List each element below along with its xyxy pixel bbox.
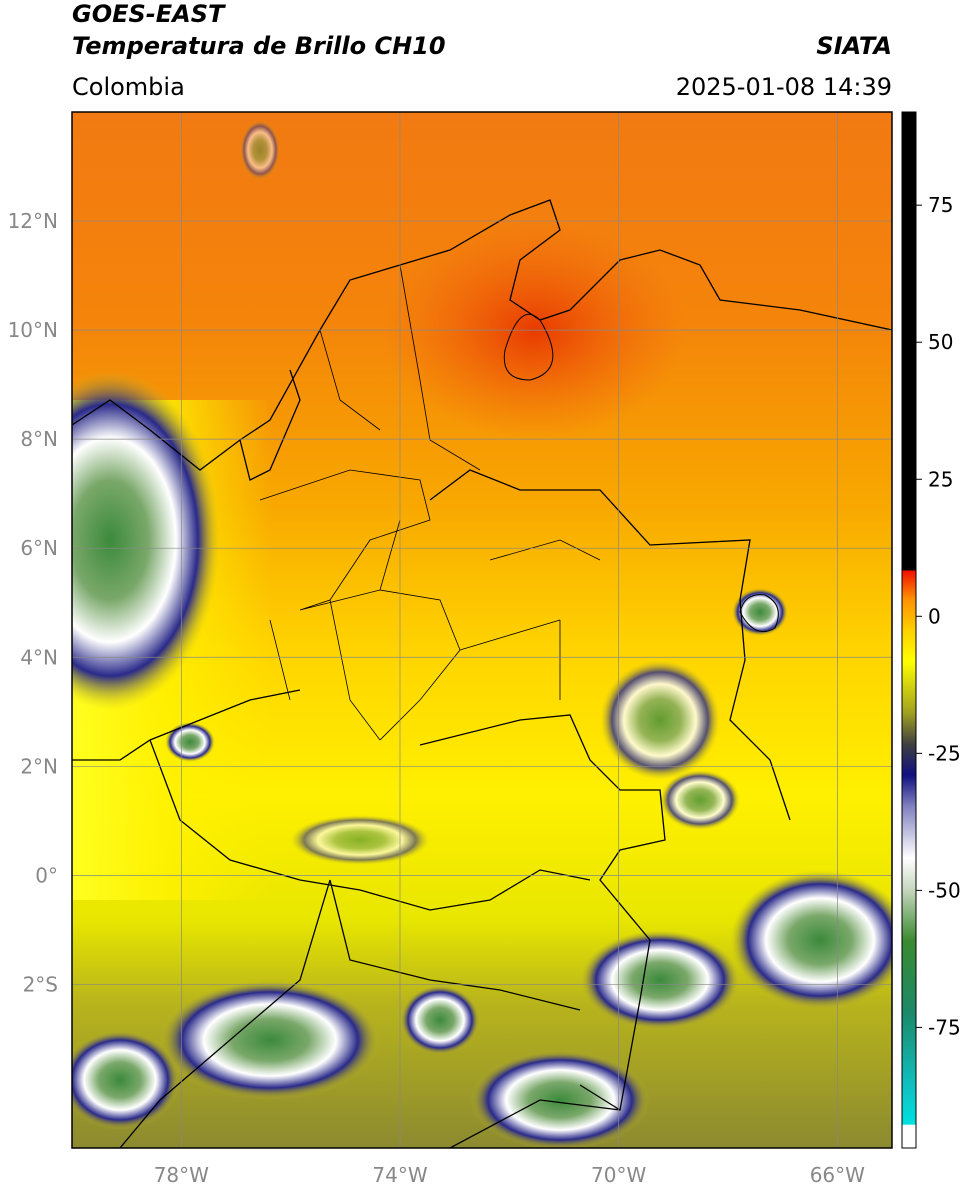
colorbar [901,111,917,1149]
colorbar-tick-label: 75 [928,193,953,217]
colorbar-tick-label: -50 [928,878,961,902]
y-tick-label: 0° [35,863,58,887]
colorbar-tick-label: 0 [928,604,941,628]
region: Colombia [72,73,185,101]
colorbar-tick-label: -25 [928,741,961,765]
colorbar-tick-label: -75 [928,1015,961,1039]
x-tick-label: 78°W [154,1163,209,1187]
y-tick-label: 6°N [20,536,58,560]
y-tick-label: 12°N [8,209,58,233]
colorbar-tick-label: 25 [928,467,953,491]
datetime: 2025-01-08 14:39 [676,73,892,101]
y-tick-label: 2°S [23,972,58,996]
source: SIATA [816,32,892,60]
y-tick-label: 4°N [20,645,58,669]
graticule [72,112,892,1148]
subtitle: Temperatura de Brillo CH10 [72,32,446,60]
y-tick-label: 10°N [8,318,58,342]
title: GOES-EAST [72,0,226,28]
x-tick-label: 70°W [591,1163,646,1187]
y-tick-label: 2°N [20,754,58,778]
colorbar-tick-label: 50 [928,330,953,354]
x-tick-label: 66°W [810,1163,865,1187]
map-frame [71,111,893,1149]
y-tick-label: 8°N [20,427,58,451]
imagery [72,112,892,1148]
x-tick-label: 74°W [372,1163,427,1187]
